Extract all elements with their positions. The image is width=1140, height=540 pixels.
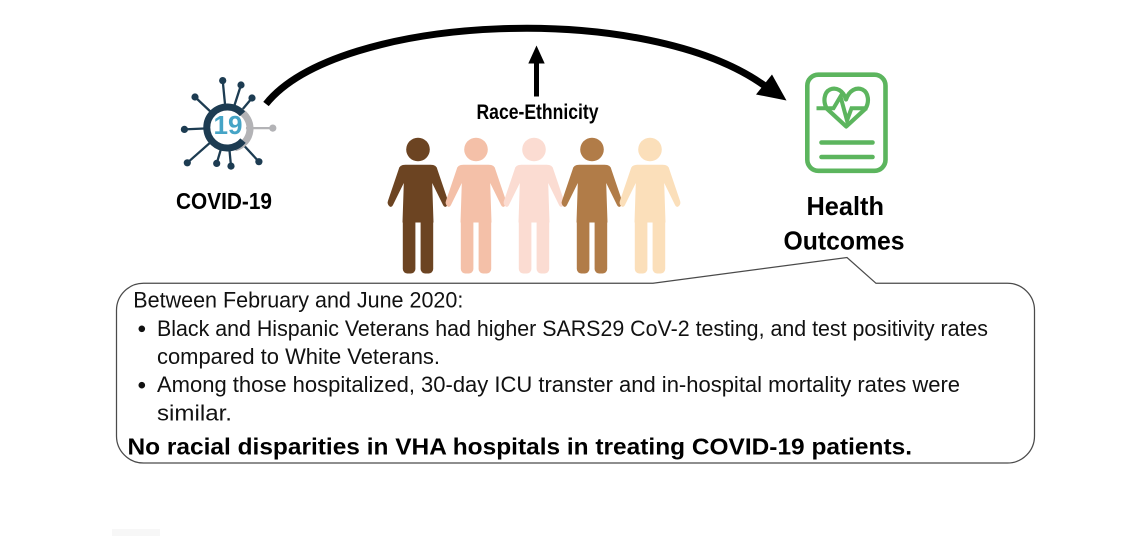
svg-text:Black and Hispanic Veterans ha: Black and Hispanic Veterans had higher S… [157,316,988,341]
svg-text:Outcomes: Outcomes [784,226,905,256]
svg-text:COVID-19: COVID-19 [176,188,272,214]
svg-text:Race-Ethnicity: Race-Ethnicity [477,101,599,124]
svg-text:Between February and June 2020: Between February and June 2020: [133,288,463,313]
svg-text:compared to White Veterans.: compared to White Veterans. [157,344,440,369]
svg-text:Among those hospitalized, 30-d: Among those hospitalized, 30-day ICU tra… [157,372,960,397]
svg-text:Health: Health [807,191,885,221]
svg-text:similar.: similar. [157,400,232,425]
svg-text:19: 19 [214,110,243,140]
svg-text:No racial disparities in VHA h: No racial disparities in VHA hospitals i… [128,434,913,460]
